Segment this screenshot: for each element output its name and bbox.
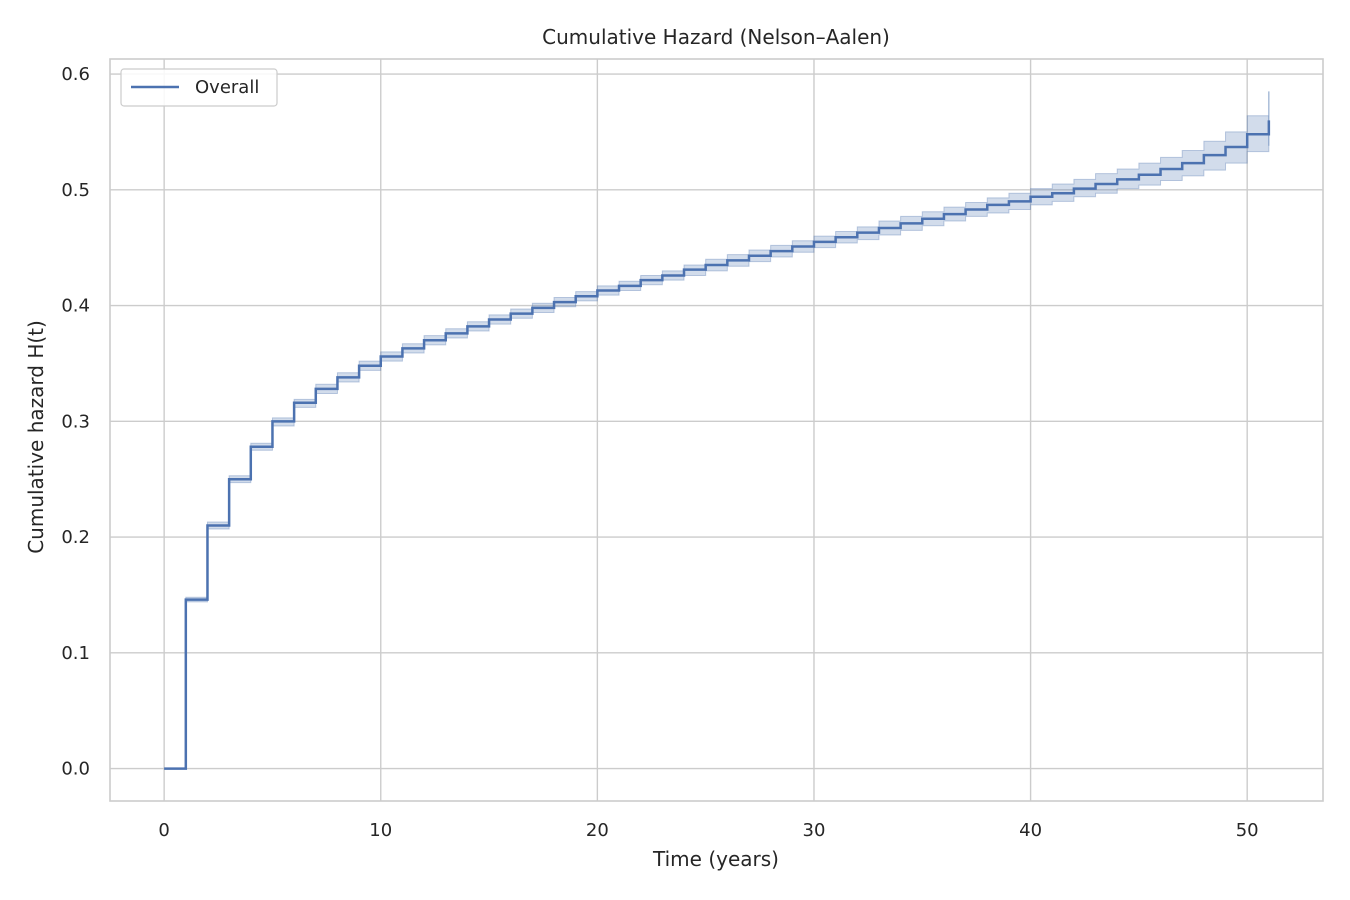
series-lines — [164, 120, 1271, 770]
y-axis-title: Cumulative hazard H(t) — [24, 320, 48, 554]
y-tick-label: 0.3 — [61, 411, 90, 432]
y-axis-ticks: 0.0 0.1 0.2 0.3 0.4 0.5 0.6 — [61, 64, 90, 780]
legend-box — [120, 68, 278, 107]
chart-title: Cumulative Hazard (Nelson–Aalen) — [542, 25, 890, 49]
y-tick-label: 0.4 — [61, 296, 90, 317]
x-tick-label: 10 — [369, 820, 392, 841]
x-tick-label: 20 — [586, 820, 609, 841]
legend-label-overall: Overall — [195, 77, 259, 98]
confidence-band-area — [164, 91, 1270, 770]
series-line-overall — [164, 120, 1271, 770]
y-tick-label: 0.6 — [61, 64, 90, 85]
y-tick-label: 0.5 — [61, 180, 90, 201]
confidence-band — [164, 91, 1270, 770]
legend: Overall — [120, 68, 278, 107]
y-tick-label: 0.2 — [61, 527, 90, 548]
y-tick-label: 0.0 — [61, 759, 90, 780]
x-tick-label: 50 — [1236, 820, 1259, 841]
x-axis-title: Time (years) — [652, 847, 779, 871]
x-tick-label: 30 — [803, 820, 826, 841]
plot-frame — [109, 58, 1324, 802]
x-axis-ticks: 0 10 20 30 40 50 — [158, 820, 1258, 841]
x-tick-label: 40 — [1019, 820, 1042, 841]
y-tick-label: 0.1 — [61, 643, 90, 664]
grid-lines — [110, 59, 1323, 801]
x-tick-label: 0 — [158, 820, 169, 841]
